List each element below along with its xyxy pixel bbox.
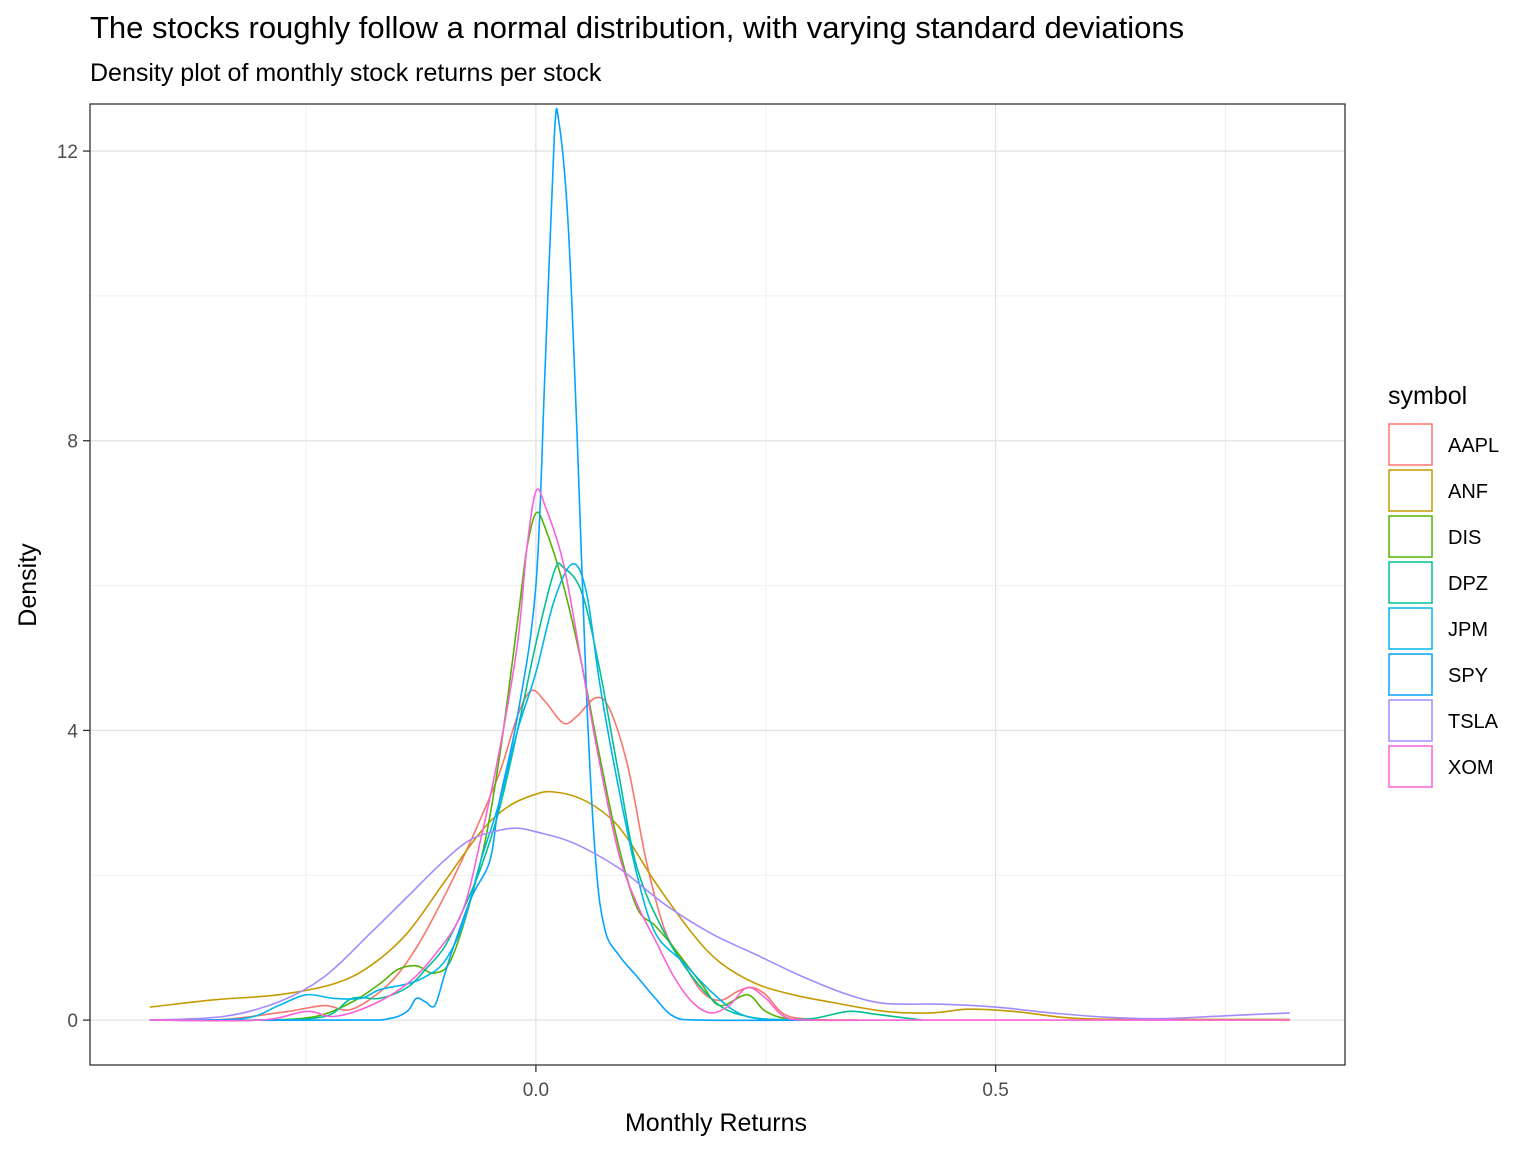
density-line-aapl xyxy=(149,689,858,1022)
legend-key-anf xyxy=(1388,469,1433,512)
legend-label-anf: ANF xyxy=(1448,481,1488,503)
x-axis-title: Monthly Returns xyxy=(625,1109,807,1137)
legend-key-dis xyxy=(1388,515,1433,558)
legend-key-jpm xyxy=(1388,607,1433,650)
legend-key-xom xyxy=(1388,745,1433,788)
grid-lines xyxy=(90,104,1345,1065)
x-tick-label: 0.0 xyxy=(523,1080,549,1101)
y-tick-label: 4 xyxy=(67,721,78,742)
density-line-xom xyxy=(149,488,1290,1022)
series-lines xyxy=(149,107,1290,1022)
legend-key-dpz xyxy=(1388,561,1433,604)
y-tick-label: 0 xyxy=(67,1011,78,1032)
y-tick-label: 12 xyxy=(57,142,78,163)
chart-title: The stocks roughly follow a normal distr… xyxy=(90,10,1185,45)
legend-title: symbol xyxy=(1388,382,1467,410)
legend-label-xom: XOM xyxy=(1448,757,1494,779)
legend-key-spy xyxy=(1388,653,1433,696)
axes: 0.0 0.5 0 4 8 12 xyxy=(57,142,1009,1101)
legend-key-tsla xyxy=(1388,699,1433,742)
chart-subtitle: Density plot of monthly stock returns pe… xyxy=(90,59,602,87)
density-line-dis xyxy=(149,511,858,1022)
legend-label-aapl: AAPL xyxy=(1448,435,1499,457)
legend-label-dis: DIS xyxy=(1448,527,1481,549)
legend-label-dpz: DPZ xyxy=(1448,573,1488,595)
density-line-jpm xyxy=(149,563,812,1022)
x-tick-label: 0.5 xyxy=(982,1080,1008,1101)
legend-label-jpm: JPM xyxy=(1448,619,1488,641)
density-line-tsla xyxy=(149,827,1290,1021)
density-line-anf xyxy=(149,790,1290,1021)
legend-label-tsla: TSLA xyxy=(1448,711,1499,733)
legend-label-spy: SPY xyxy=(1448,665,1488,687)
legend: symbol AAPL ANF DIS DPZ JPM SPY TSLA XOM xyxy=(1388,382,1499,788)
y-tick-label: 8 xyxy=(67,432,78,453)
density-line-spy xyxy=(149,107,812,1022)
panel-border xyxy=(89,103,1346,1066)
y-axis-title: Density xyxy=(14,543,42,627)
legend-key-aapl xyxy=(1388,423,1433,466)
